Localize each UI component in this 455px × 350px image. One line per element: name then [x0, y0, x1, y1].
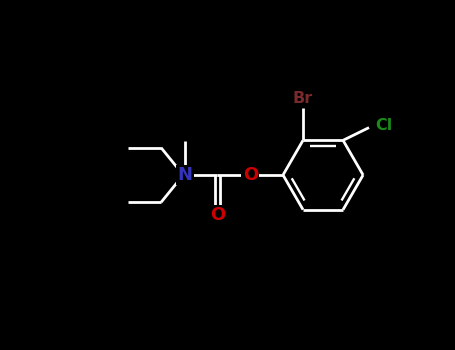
Text: Cl: Cl — [375, 118, 393, 133]
Text: O: O — [210, 206, 225, 224]
Text: Br: Br — [293, 91, 313, 106]
Text: N: N — [177, 166, 192, 184]
Text: O: O — [243, 166, 258, 184]
